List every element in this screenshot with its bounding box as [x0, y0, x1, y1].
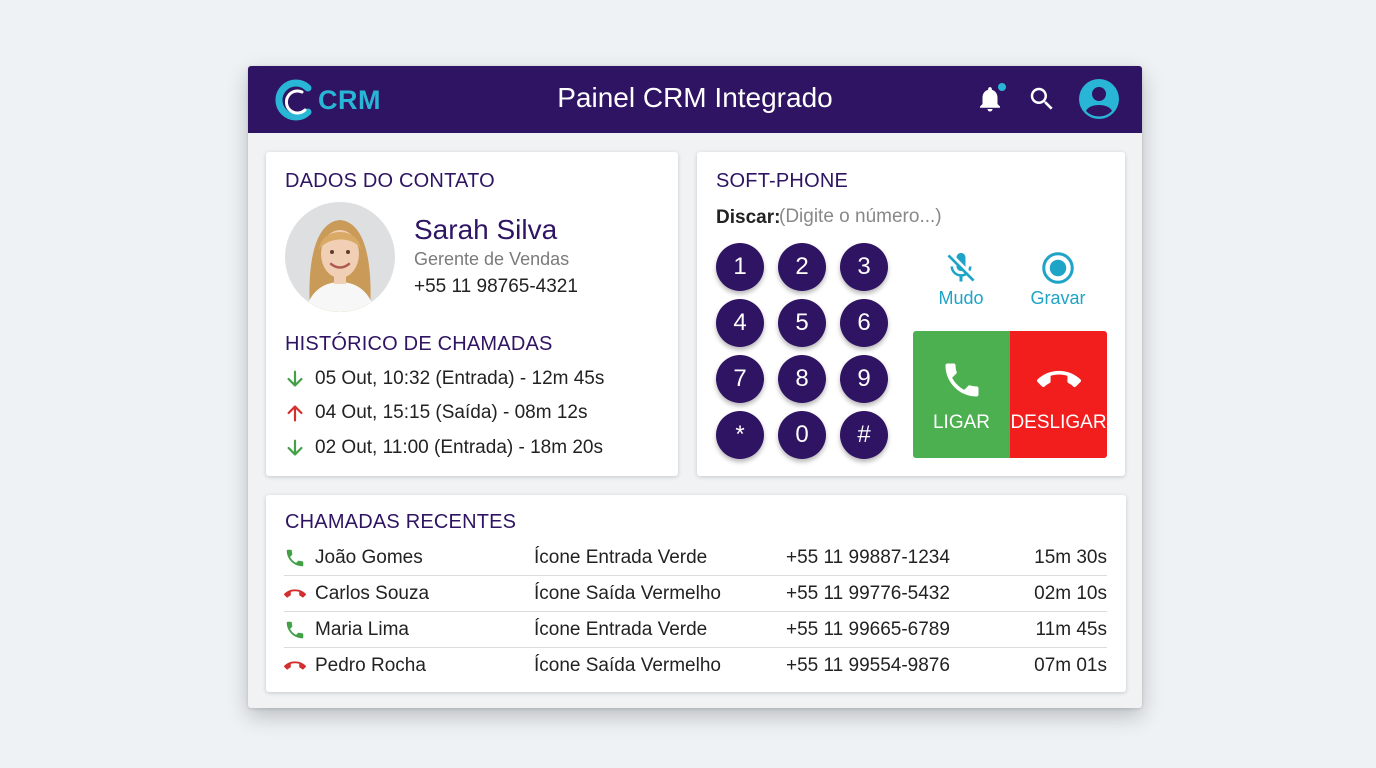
notification-dot — [997, 82, 1007, 92]
row-type: Ícone Entrada Verde — [534, 619, 708, 640]
hangup-label: DESLIGAR — [1010, 412, 1107, 433]
row-phone: +55 11 99776-5432 — [786, 583, 950, 604]
contact-role: Gerente de Vendas — [414, 249, 570, 269]
dial-key-8[interactable]: 8 — [778, 355, 826, 403]
top-bar: CRM Painel CRM Integrado — [248, 66, 1142, 133]
history-item[interactable]: 04 Out, 15:15 (Saída) - 08m 12s — [284, 400, 588, 426]
dial-input[interactable] — [779, 204, 979, 230]
mute-button[interactable]: Mudo — [926, 250, 996, 309]
row-duration: 15m 30s — [1034, 547, 1107, 568]
recent-section-title: CHAMADAS RECENTES — [285, 511, 517, 533]
row-type: Ícone Saída Vermelho — [534, 655, 721, 676]
dial-key-0[interactable]: 0 — [778, 411, 826, 459]
softphone-card: SOFT-PHONE Discar: 1 2 3 4 5 6 7 8 9 * 0… — [697, 152, 1125, 476]
row-name: Maria Lima — [315, 619, 409, 640]
bell-icon — [980, 87, 1000, 112]
contact-card: DADOS DO CONTATO Sarah Silva Gerente de … — [266, 152, 678, 476]
dial-label: Discar: — [716, 207, 781, 228]
record-label: Gravar — [1030, 288, 1086, 308]
user-menu-button[interactable] — [1079, 79, 1119, 119]
mic-off-icon — [947, 253, 975, 282]
row-phone: +55 11 99665-6789 — [786, 619, 950, 640]
dial-key-5[interactable]: 5 — [778, 299, 826, 347]
softphone-section-title: SOFT-PHONE — [716, 170, 849, 192]
row-duration: 07m 01s — [1034, 655, 1107, 676]
history-item-text: 05 Out, 10:32 (Entrada) - 12m 45s — [315, 368, 605, 389]
mute-label: Mudo — [938, 288, 984, 308]
row-duration: 02m 10s — [1034, 583, 1107, 604]
search-icon — [1030, 87, 1053, 110]
contact-photo — [285, 202, 395, 312]
history-item[interactable]: 05 Out, 10:32 (Entrada) - 12m 45s — [284, 366, 604, 392]
logo-text: CRM — [318, 84, 381, 115]
call-label: LIGAR — [932, 412, 991, 433]
dial-key-9[interactable]: 9 — [840, 355, 888, 403]
contact-name: Sarah Silva — [414, 214, 558, 245]
row-name: Carlos Souza — [315, 583, 430, 604]
record-button[interactable]: Gravar — [1023, 250, 1093, 309]
incoming-call-icon — [286, 549, 304, 567]
record-icon — [1042, 252, 1074, 284]
incoming-call-icon — [286, 621, 304, 639]
call-button[interactable]: LIGAR — [913, 331, 1010, 458]
crm-window: CRM Painel CRM Integrado DADOS DO CONTAT… — [248, 66, 1142, 708]
row-duration: 11m 45s — [1035, 619, 1107, 640]
search-button[interactable] — [1027, 84, 1057, 114]
phone-icon — [945, 363, 978, 397]
arrow-up-icon — [287, 405, 303, 422]
history-item-text: 04 Out, 15:15 (Saída) - 08m 12s — [315, 402, 588, 423]
table-row[interactable]: Carlos Souza Ícone Saída Vermelho +55 11… — [284, 576, 1107, 612]
history-item[interactable]: 02 Out, 11:00 (Entrada) - 18m 20s — [284, 435, 603, 461]
row-name: João Gomes — [315, 547, 423, 568]
dial-key-7[interactable]: 7 — [716, 355, 764, 403]
dial-key-4[interactable]: 4 — [716, 299, 764, 347]
dial-key-hash[interactable]: # — [840, 411, 888, 459]
dial-key-2[interactable]: 2 — [778, 243, 826, 291]
table-row[interactable]: Maria Lima Ícone Entrada Verde +55 11 99… — [284, 612, 1107, 648]
dial-key-1[interactable]: 1 — [716, 243, 764, 291]
row-phone: +55 11 99554-9876 — [786, 655, 950, 676]
history-section-title: HISTÓRICO DE CHAMADAS — [285, 333, 553, 355]
row-type: Ícone Saída Vermelho — [534, 583, 721, 604]
dial-key-6[interactable]: 6 — [840, 299, 888, 347]
row-phone: +55 11 99887-1234 — [786, 547, 950, 568]
table-row[interactable]: João Gomes Ícone Entrada Verde +55 11 99… — [284, 540, 1107, 576]
arrow-down-icon — [287, 370, 303, 387]
crm-logo-icon — [275, 79, 312, 121]
user-avatar-icon — [1079, 79, 1119, 119]
dial-key-star[interactable]: * — [716, 411, 764, 459]
contact-phone[interactable]: +55 11 98765-4321 — [414, 276, 578, 297]
hangup-icon — [1036, 370, 1081, 388]
page-title: Painel CRM Integrado — [557, 82, 833, 113]
table-row[interactable]: Pedro Rocha Ícone Saída Vermelho +55 11 … — [284, 648, 1107, 684]
dial-key-3[interactable]: 3 — [840, 243, 888, 291]
contact-portrait-icon — [285, 202, 395, 312]
recent-calls-card: CHAMADAS RECENTES João Gomes Ícone Entra… — [266, 495, 1126, 692]
crm-logo[interactable]: CRM — [272, 78, 381, 122]
contact-section-title: DADOS DO CONTATO — [285, 170, 495, 192]
notifications-button[interactable] — [975, 82, 1007, 114]
history-item-text: 02 Out, 11:00 (Entrada) - 18m 20s — [315, 437, 603, 458]
arrow-down-icon — [287, 439, 303, 456]
row-type: Ícone Entrada Verde — [534, 547, 708, 568]
row-name: Pedro Rocha — [315, 655, 426, 676]
hangup-button[interactable]: DESLIGAR — [1010, 331, 1107, 458]
outgoing-call-icon — [284, 589, 306, 598]
outgoing-call-icon — [284, 661, 306, 670]
